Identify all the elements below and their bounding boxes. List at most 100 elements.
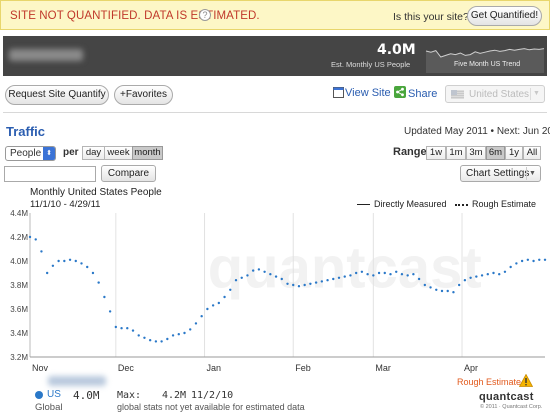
data-point (97, 281, 100, 284)
range-1m-button[interactable]: 1m (446, 146, 466, 160)
chart-settings-select[interactable]: Chart Settings ▼ (460, 165, 541, 182)
range-3m-button[interactable]: 3m (466, 146, 486, 160)
view-site-link[interactable]: View Site (345, 87, 391, 99)
traffic-section-title: Traffic (6, 124, 46, 139)
get-quantified-button[interactable]: Get Quantified! (467, 6, 542, 26)
data-point (274, 275, 278, 278)
data-point (74, 259, 77, 263)
data-point (166, 337, 169, 341)
data-point (229, 288, 232, 291)
y-tick-label: 4.0M (10, 257, 28, 266)
data-point (263, 270, 266, 273)
data-point (309, 282, 312, 285)
five-month-trend-label: Five Month US Trend (454, 61, 521, 68)
data-point (332, 277, 335, 281)
max-date: 11/2/10 (191, 390, 234, 401)
data-point (383, 271, 386, 275)
data-point (486, 273, 489, 276)
y-tick-label: 3.8M (10, 281, 28, 290)
data-point (108, 310, 112, 313)
metric-select-value: People (10, 148, 42, 159)
x-tick-label: Apr (464, 363, 478, 373)
data-point (446, 289, 449, 293)
claim-site-question: Is this your site? (393, 11, 469, 23)
rough-estimate-badge: Rough Estimate (457, 377, 522, 387)
data-point (354, 271, 358, 275)
range-6m-button[interactable]: 6m (486, 146, 505, 160)
data-point (457, 283, 461, 287)
country-select[interactable]: United States ▼ (445, 85, 545, 103)
data-point (320, 280, 324, 283)
data-point (86, 265, 89, 269)
data-point (515, 262, 518, 265)
data-point (80, 262, 83, 265)
select-arrows-icon: ⬍ (43, 147, 55, 160)
y-tick-label: 3.4M (10, 329, 28, 338)
range-1w-button[interactable]: 1w (426, 146, 446, 160)
data-point (137, 334, 140, 337)
data-point (63, 259, 66, 263)
data-point (412, 273, 415, 276)
request-site-quantify-button[interactable]: Request Site Quantify (5, 85, 109, 105)
y-tick-label: 4.2M (10, 233, 28, 242)
legend-dotted-swatch (455, 203, 468, 206)
range-all-button[interactable]: All (523, 146, 541, 160)
data-point (343, 275, 346, 278)
max-value: 4.2M (162, 390, 187, 401)
data-point (286, 282, 289, 285)
y-tick-label: 4.4M (10, 209, 28, 218)
data-point (389, 273, 392, 276)
data-point (120, 327, 123, 330)
chart-date-range: 11/1/10 - 4/29/11 (30, 199, 101, 210)
data-point (177, 333, 180, 336)
series-current-value: 4.0M (73, 389, 100, 402)
chart-watermark: quantcast (208, 235, 482, 300)
series-sub: Global (35, 402, 63, 413)
series-color-dot (35, 391, 43, 399)
metric-select[interactable]: People ⬍ (5, 146, 56, 161)
data-point (103, 295, 106, 299)
data-point (114, 325, 118, 329)
data-point (223, 295, 226, 299)
data-point (360, 270, 364, 273)
chart-settings-label: Chart Settings (466, 168, 530, 179)
period-week-button[interactable]: week (104, 146, 133, 160)
data-point (269, 273, 272, 276)
monthly-people-label: Est. Monthly US People (331, 60, 411, 69)
share-link[interactable]: Share (408, 88, 438, 100)
data-point (435, 288, 438, 291)
data-point (297, 285, 301, 288)
period-day-button[interactable]: day (82, 146, 105, 160)
range-1y-button[interactable]: 1y (505, 146, 523, 160)
x-tick-label: Jan (207, 363, 222, 373)
data-point (34, 238, 37, 241)
data-point (183, 331, 186, 335)
chevron-down-icon: ▼ (530, 88, 542, 100)
compare-input[interactable] (4, 166, 96, 182)
sparkline-line (425, 48, 545, 58)
data-point (234, 279, 238, 282)
data-point (148, 339, 152, 342)
series-site-name-redacted (48, 376, 106, 386)
legend-directly-measured: Directly Measured (357, 199, 447, 209)
data-point (292, 283, 295, 287)
compare-button[interactable]: Compare (101, 165, 156, 182)
data-point (68, 258, 72, 261)
favorites-button[interactable]: +Favorites (114, 85, 173, 105)
chevron-down-icon: ▼ (526, 167, 538, 180)
browser-window-icon[interactable] (333, 87, 344, 98)
data-point (240, 276, 243, 279)
data-point (429, 286, 432, 289)
help-icon[interactable]: ? (199, 9, 211, 21)
data-point (211, 304, 215, 307)
period-month-button[interactable]: month (132, 146, 163, 160)
share-icon[interactable] (394, 86, 406, 98)
data-point (475, 275, 478, 278)
data-point (217, 301, 221, 305)
data-point (532, 259, 535, 263)
data-point (452, 291, 455, 294)
data-point (206, 307, 209, 311)
data-point (372, 274, 375, 277)
x-tick-label: Mar (375, 363, 391, 373)
data-point (251, 269, 255, 272)
